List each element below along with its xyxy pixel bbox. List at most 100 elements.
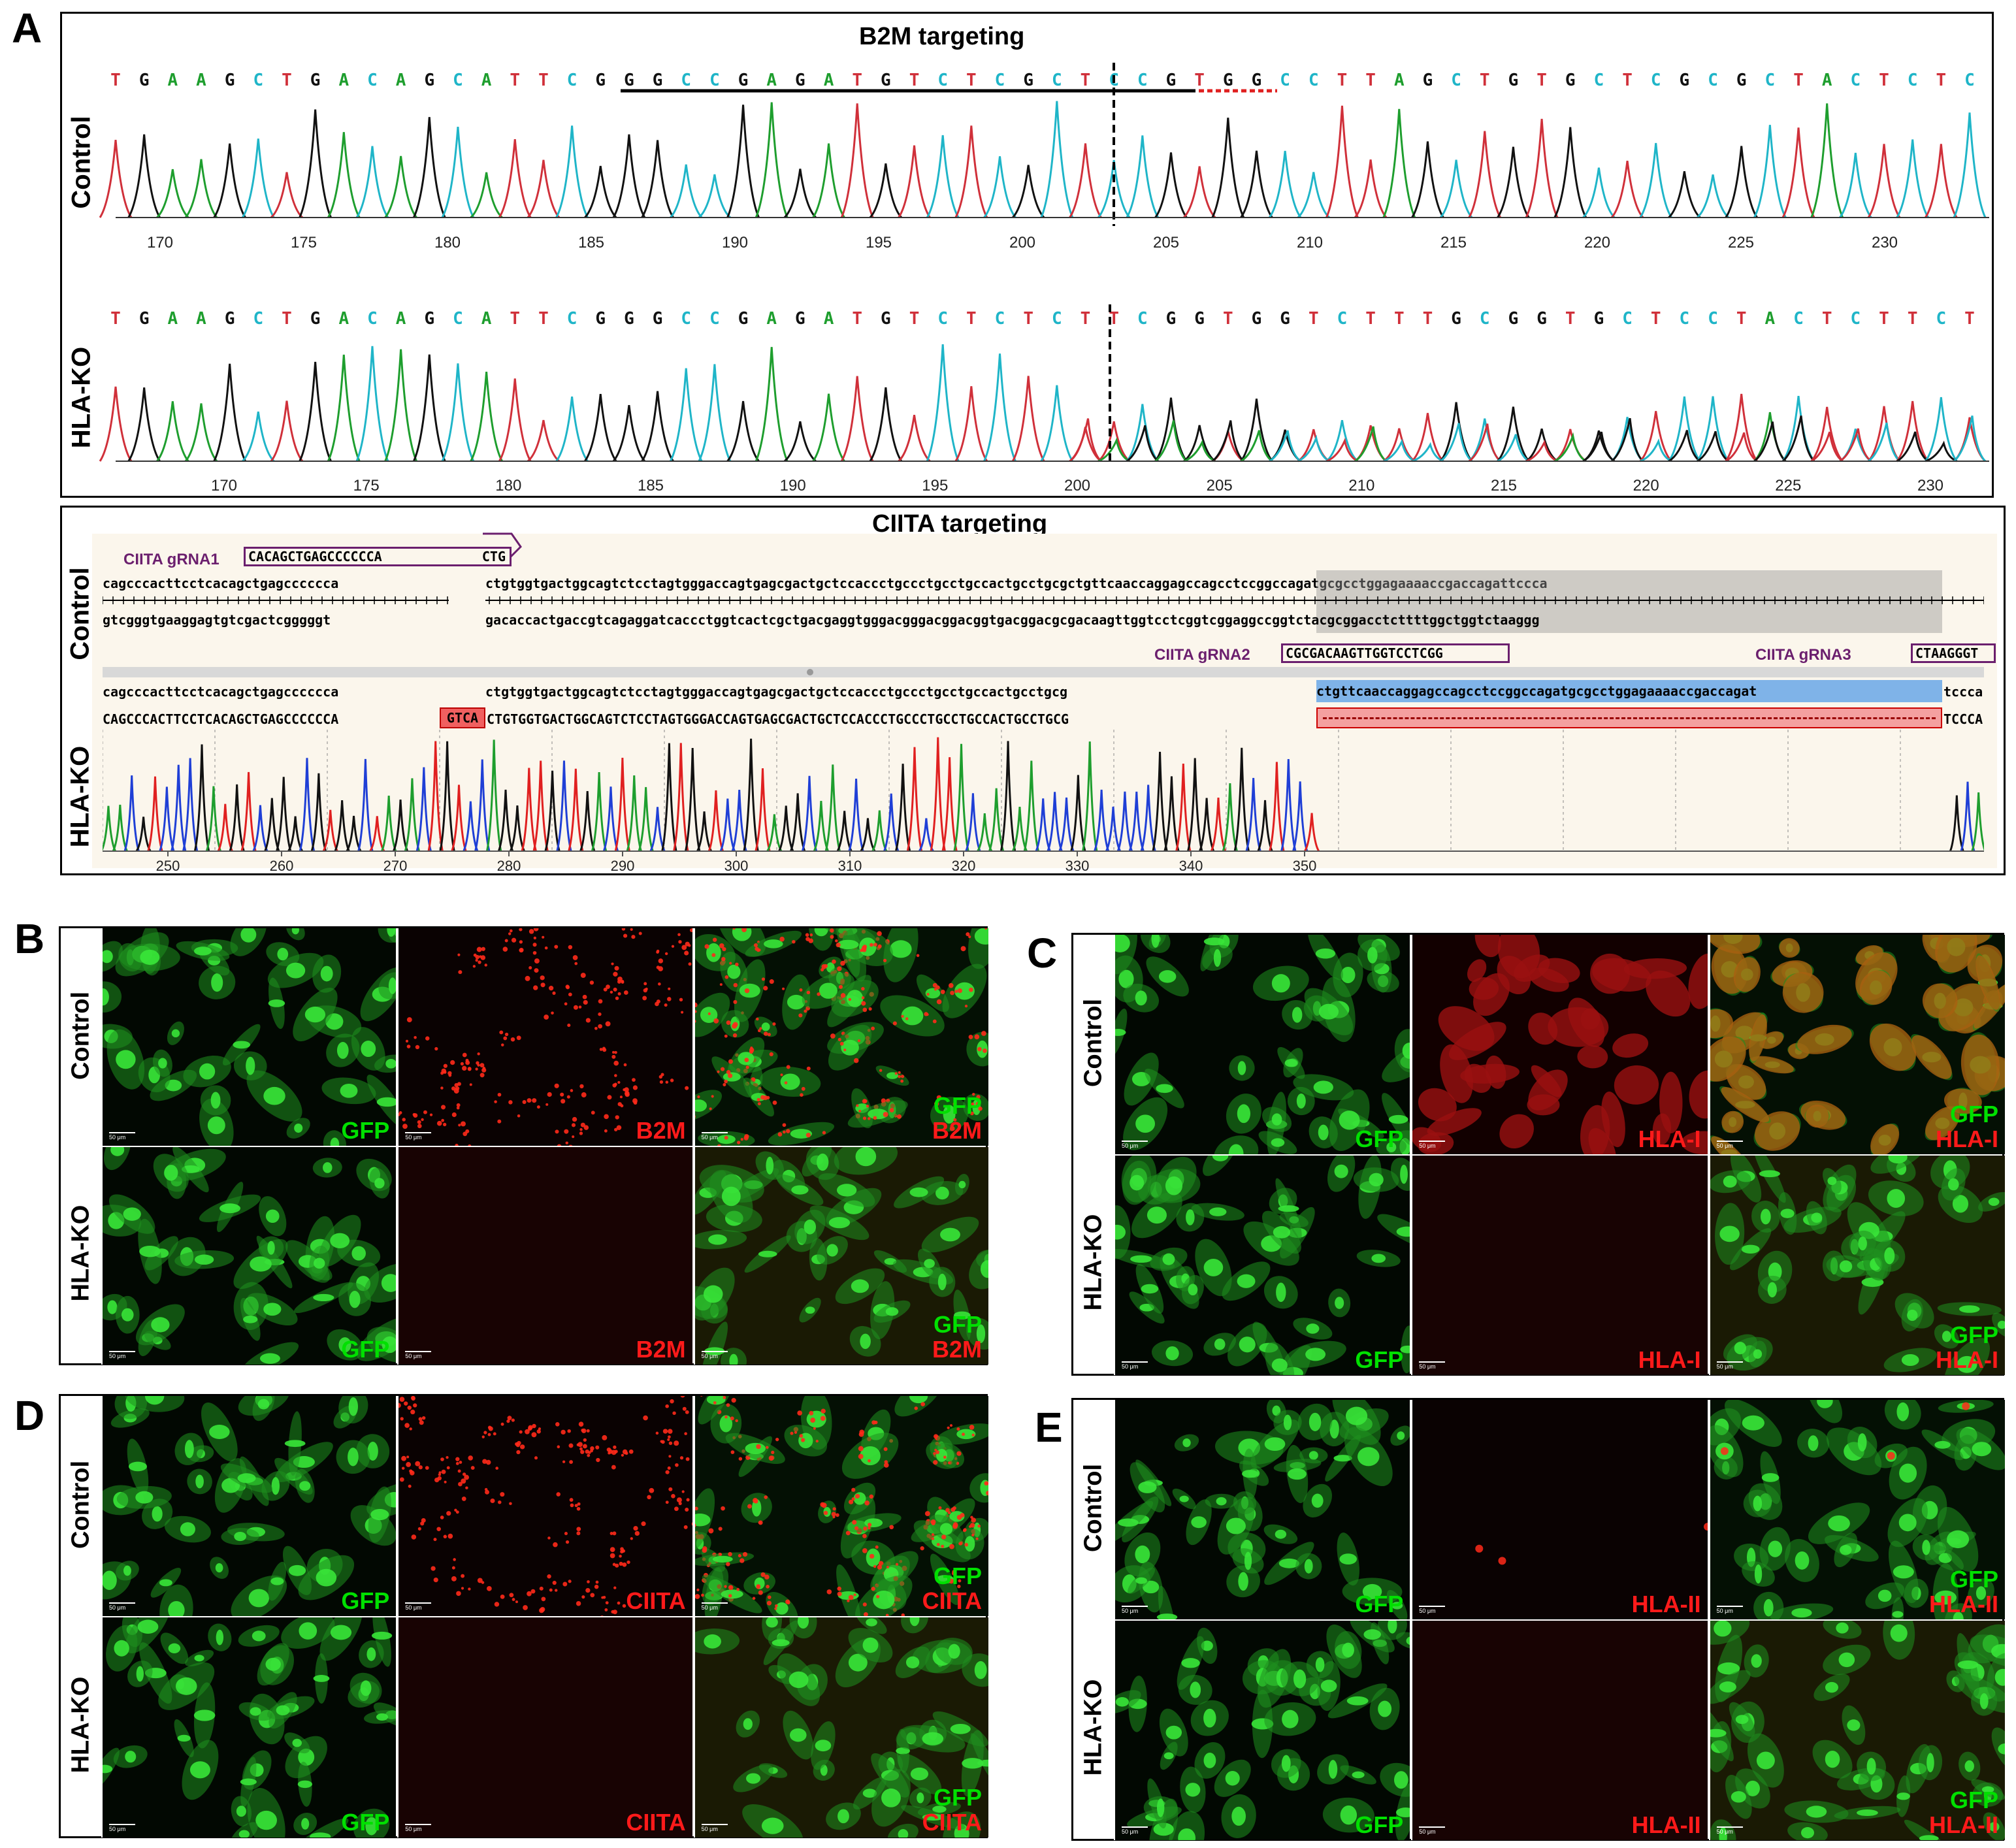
trace-peak — [1896, 400, 1929, 462]
trace-peak — [1354, 426, 1388, 462]
trace-peak — [1198, 798, 1215, 852]
micrograph-grid-d: Control GFP 50 μm CIITA 50 μm GFP CIITA 50 μm HL… — [59, 1394, 988, 1838]
base-call: C — [453, 71, 463, 90]
base-call: C — [253, 71, 263, 90]
trace-peak — [848, 779, 864, 852]
trace-peak — [240, 771, 257, 852]
trace-peak — [918, 818, 934, 852]
base-call: A — [338, 309, 349, 329]
axis-tick-label: 210 — [1297, 234, 1323, 251]
trace-peak — [906, 747, 923, 852]
base-call: T — [1651, 309, 1661, 329]
trace-peak — [369, 816, 385, 852]
trace-peak — [1411, 442, 1444, 462]
micrograph-ctrl-merge: GFP B2M 50 μm — [693, 928, 988, 1146]
trace-peak — [527, 159, 561, 218]
scale-bar: 50 μm — [702, 1824, 728, 1832]
base-call: T — [1793, 71, 1804, 90]
trace-peak — [1105, 806, 1122, 852]
base-call: C — [1851, 309, 1861, 329]
channel-caption: GFP HLA-II — [1929, 1787, 1998, 1839]
trace-peak — [1126, 425, 1159, 462]
trace-peak — [1097, 421, 1131, 462]
trace-peak — [977, 813, 993, 852]
trace-peak — [673, 743, 689, 852]
grna1-box: CACAGCTGAGCCCCCCA CTG — [244, 547, 512, 566]
scale-bar: 50 μm — [405, 1602, 431, 1611]
trace-peak — [894, 764, 911, 852]
base-call: C — [1137, 71, 1148, 90]
trace-peak — [898, 415, 931, 462]
base-call: C — [1680, 309, 1690, 329]
trace-peak — [1971, 792, 1984, 852]
base-call: A — [338, 71, 349, 90]
base-call: C — [567, 309, 577, 329]
trace-peak — [860, 818, 876, 852]
base-call: A — [824, 71, 834, 90]
trace-peak — [1354, 159, 1388, 218]
trace-peak — [883, 793, 900, 852]
trace-peak — [1553, 127, 1587, 218]
trace-peak — [182, 758, 199, 852]
trace-peak — [1696, 396, 1730, 462]
trace-peak — [1925, 440, 1957, 462]
trace-peak — [381, 796, 397, 852]
trace-peak — [1000, 741, 1016, 852]
base-call: C — [453, 309, 463, 329]
base-call: G — [424, 309, 434, 329]
trace-peak — [1128, 791, 1145, 852]
trace-peak — [579, 790, 596, 852]
ciita-ref-right: ctgtggtgactggcagtctcctagtgggaccagtgagcga… — [485, 575, 1548, 591]
trace-peak — [812, 393, 845, 462]
trace-peak — [661, 743, 677, 852]
trace-peak — [1152, 751, 1168, 852]
trace-peak — [1269, 430, 1302, 462]
trace-peak — [840, 376, 874, 462]
trace-peak — [1497, 146, 1530, 218]
trace-peak — [568, 768, 584, 852]
b2m-control-trace — [99, 101, 1987, 219]
micrograph-ko-merge: GFP CIITA 50 μm — [693, 1617, 988, 1838]
scale-bar: 50 μm — [1122, 1606, 1148, 1614]
base-call: C — [1337, 309, 1348, 329]
ko-ref-end: tccca — [1943, 684, 1983, 700]
micrograph-ko-stain: HLA-I 50 μm — [1411, 1156, 1708, 1375]
axis-tick-label: 180 — [434, 234, 461, 251]
ko-read-right: CTGTGGTGACTGGCAGTCTCCTAGTGGGACCAGTGAGCGA… — [487, 711, 1069, 727]
micrograph-grid-c: Control GFP 50 μm HLA-I 50 μm GFP HLA-I 50 μm HL… — [1071, 933, 2005, 1376]
trace-peak — [392, 799, 409, 852]
trace-peak — [1163, 776, 1180, 852]
ciita-divider-handle[interactable] — [807, 669, 813, 675]
base-call: C — [709, 309, 720, 329]
trace-peak — [743, 738, 759, 852]
row-label-ctrl: Control — [67, 991, 95, 1080]
ciita-divider — [103, 667, 1984, 677]
trace-peak — [470, 372, 503, 462]
trace-peak — [1725, 146, 1758, 218]
base-call: G — [1508, 71, 1519, 90]
ciita-sequencing-box: CIITA targeting Control HLA-KO CIITA gRN… — [60, 506, 2006, 875]
trace-peak — [299, 758, 316, 852]
base-call: G — [1508, 309, 1519, 329]
base-call: C — [681, 309, 691, 329]
trace-peak — [1554, 432, 1587, 462]
trace-peak — [1325, 438, 1359, 462]
base-call: G — [1252, 309, 1262, 329]
trace-peak — [1233, 747, 1250, 852]
trace-peak — [1867, 144, 1901, 218]
grna1-arrow-icon — [483, 532, 522, 557]
base-call: C — [995, 71, 1005, 90]
ko-ref-right: ctgtggtgactggcagtctcctagtgggaccagtgagcga… — [485, 684, 1068, 700]
ciita-ruler — [103, 596, 1984, 604]
trace-peak — [147, 776, 163, 852]
axis-tick-label: 200 — [1064, 477, 1090, 494]
axis-tick-label: 260 — [270, 858, 294, 873]
trace-peak — [1582, 167, 1616, 219]
base-call: C — [1052, 309, 1062, 329]
base-call: T — [966, 309, 977, 329]
trace-peak — [1925, 144, 1958, 218]
trace-peak — [556, 760, 572, 852]
trace-peak — [427, 741, 444, 852]
axis-tick-label: 350 — [1293, 858, 1317, 873]
